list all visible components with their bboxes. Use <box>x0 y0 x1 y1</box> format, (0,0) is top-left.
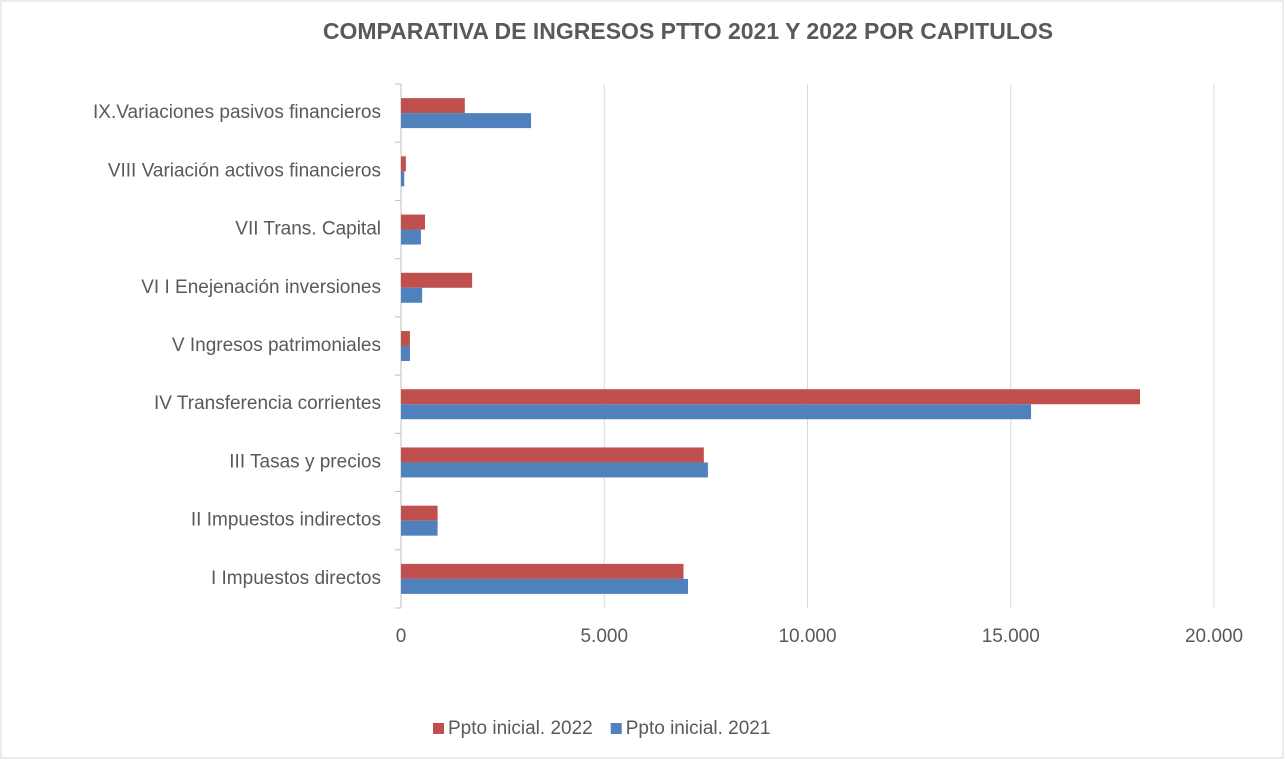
bar <box>401 520 438 536</box>
y-tick-label: II Impuestos indirectos <box>191 510 381 531</box>
y-tick-label: VI I Enejenación inversiones <box>141 277 381 298</box>
bar <box>401 272 473 288</box>
y-tick-label: VIII Variación activos financieros <box>108 160 381 181</box>
bar <box>401 113 532 129</box>
bar <box>401 462 708 478</box>
bar <box>401 156 406 172</box>
y-tick-label: V Ingresos patrimoniales <box>172 335 381 356</box>
bar <box>401 287 423 303</box>
bar <box>401 505 438 521</box>
y-tick-label: III Tasas y precios <box>229 451 381 472</box>
y-tick-label: VII Trans. Capital <box>235 219 381 240</box>
bar <box>401 98 465 114</box>
bar <box>401 171 405 187</box>
legend-label: Ppto inicial. 2021 <box>626 718 771 739</box>
bar <box>401 404 1032 420</box>
bar <box>401 229 421 245</box>
chart-title: COMPARATIVA DE INGRESOS PTTO 2021 Y 2022… <box>323 18 1053 44</box>
y-tick-label: IX.Variaciones pasivos financieros <box>93 102 381 123</box>
legend-swatch <box>610 723 622 734</box>
x-tick-label: 10.000 <box>778 626 836 647</box>
y-tick-label: I Impuestos directos <box>211 568 381 589</box>
legend-label: Ppto inicial. 2022 <box>448 718 593 739</box>
x-tick-label: 0 <box>396 626 407 647</box>
legend-swatch <box>433 723 444 734</box>
bar <box>401 563 684 579</box>
bar <box>401 389 1141 405</box>
bar <box>401 331 410 346</box>
bar <box>401 346 410 361</box>
x-tick-label: 5.000 <box>580 626 628 647</box>
x-tick-label: 15.000 <box>982 626 1040 647</box>
bar <box>401 214 425 230</box>
y-tick-label: IV Transferencia corrientes <box>154 393 381 414</box>
bar <box>401 578 688 594</box>
x-tick-label: 20.000 <box>1185 626 1243 647</box>
bar <box>401 447 704 463</box>
